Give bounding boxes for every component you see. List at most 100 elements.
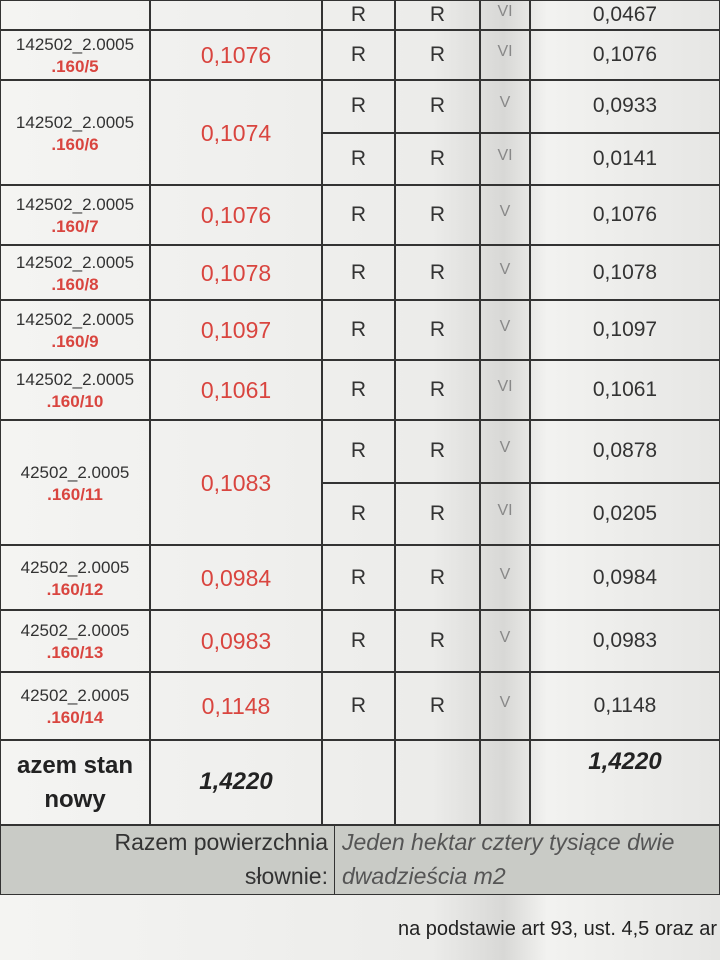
subarea: 0,0933: [592, 94, 658, 118]
total-cell: [480, 740, 530, 825]
parcel-area: 0,1076: [200, 42, 272, 68]
parcel-number: .160/10: [46, 392, 104, 411]
area-cell: [150, 80, 322, 185]
class-cell: [395, 245, 480, 300]
parcel-number: .160/5: [51, 57, 99, 76]
subarea: 0,0984: [592, 565, 658, 589]
land-class: R: [429, 318, 446, 341]
land-class: VI: [497, 43, 513, 60]
land-class: V: [499, 439, 511, 457]
land-class: V: [499, 565, 511, 583]
id-cell: [0, 420, 150, 545]
class-cell: [480, 482, 530, 545]
land-class: R: [350, 501, 367, 525]
area-cell: [150, 610, 322, 672]
parcel-id: 42502_2.0005: [20, 621, 130, 640]
parcel-id: 142502_2.0005: [15, 35, 135, 54]
class-cell: [322, 420, 395, 483]
land-class: R: [350, 94, 367, 118]
subarea: 0,1148: [593, 694, 657, 717]
subarea: 0,0205: [592, 501, 658, 525]
subarea: 0,1061: [592, 378, 658, 401]
land-class: V: [499, 629, 511, 646]
class-cell: [322, 185, 395, 245]
total-cell: [0, 740, 150, 825]
class-cell: [395, 300, 480, 360]
subarea: 0,0141: [592, 146, 658, 170]
total-label: nowy: [44, 786, 106, 813]
total-area: 1,4220: [199, 768, 273, 795]
land-class: R: [350, 439, 367, 463]
parcel-id: 142502_2.0005: [15, 310, 135, 329]
footer-label: słownie:: [244, 863, 328, 889]
id-cell: [0, 672, 150, 740]
subarea: 0,1076: [592, 43, 658, 66]
land-class: V: [499, 318, 511, 335]
land-class: R: [350, 203, 367, 226]
land-class: VI: [497, 3, 513, 20]
parcel-area: 0,1083: [200, 469, 272, 496]
parcel-number: .160/7: [51, 217, 99, 236]
class-cell: [322, 360, 395, 420]
class-cell: [480, 300, 530, 360]
class-cell: [480, 80, 530, 133]
id-cell: [0, 245, 150, 300]
id-cell: [0, 300, 150, 360]
total-cell: [395, 740, 480, 825]
land-class: R: [429, 146, 446, 170]
land-class: V: [499, 203, 511, 220]
subarea: 0,1078: [592, 260, 658, 284]
parcel-number: .160/13: [46, 643, 104, 662]
land-class: VI: [497, 501, 513, 519]
land-class: R: [429, 378, 446, 401]
class-cell: [322, 300, 395, 360]
class-cell: [395, 185, 480, 245]
parcel-area: 0,0983: [200, 628, 272, 654]
parcel-area: 0,1097: [200, 317, 272, 343]
class-cell: [322, 610, 395, 672]
footer-label: Razem powierzchnia: [114, 829, 328, 855]
parcel-id: 42502_2.0005: [20, 686, 130, 705]
land-class: R: [350, 3, 367, 26]
land-class: R: [429, 694, 446, 717]
subarea: 0,0983: [592, 629, 658, 652]
class-cell: [480, 610, 530, 672]
id-cell: [0, 30, 150, 80]
note: na podstawie art 93, ust. 4,5 oraz ar: [398, 918, 718, 940]
area-cell: [150, 185, 322, 245]
class-cell: [322, 545, 395, 610]
class-cell: [322, 30, 395, 80]
id-cell: [0, 0, 150, 30]
footer-words: dwadzieścia m2: [342, 863, 506, 889]
parcel-area: 0,1076: [200, 202, 272, 228]
land-class: VI: [497, 146, 513, 164]
class-cell: [395, 545, 480, 610]
parcel-number: .160/12: [46, 579, 104, 599]
land-class: R: [429, 439, 446, 463]
land-class: R: [350, 43, 367, 66]
land-class: R: [350, 565, 367, 589]
parcel-number: .160/8: [51, 274, 99, 294]
parcel-area: 0,1078: [200, 259, 272, 286]
parcel-number: .160/11: [47, 484, 103, 504]
total-cell: [322, 740, 395, 825]
parcel-number: .160/9: [51, 332, 99, 351]
total-area-sum: 1,4220: [588, 748, 662, 775]
class-cell: [395, 80, 480, 133]
land-class: R: [350, 629, 367, 652]
land-class: R: [429, 565, 446, 589]
class-cell: [480, 245, 530, 300]
area-cell: [150, 545, 322, 610]
class-cell: [322, 0, 395, 30]
class-cell: [395, 0, 480, 30]
parcel-id: 142502_2.0005: [15, 195, 135, 214]
subarea: 0,1097: [592, 318, 658, 341]
parcel-id: 42502_2.0005: [20, 462, 130, 482]
class-cell: [480, 420, 530, 483]
id-cell: [0, 545, 150, 610]
land-class: R: [350, 146, 367, 170]
parcel-id: 142502_2.0005: [15, 112, 135, 132]
class-cell: [480, 132, 530, 185]
class-cell: [480, 360, 530, 420]
